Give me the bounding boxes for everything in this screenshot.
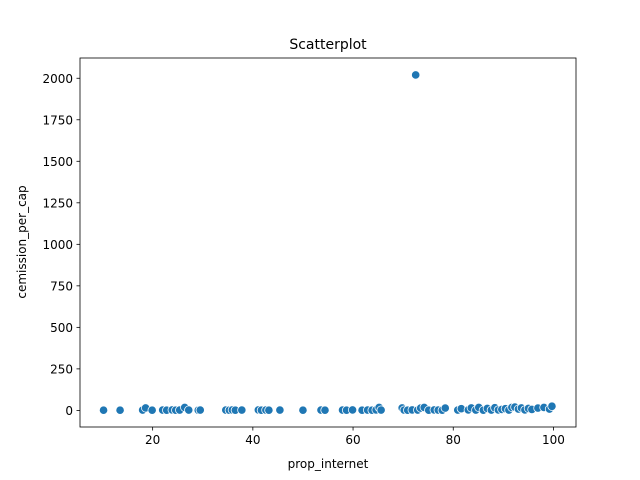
- data-point: [147, 405, 157, 415]
- x-axis-label: prop_internet: [288, 457, 369, 471]
- data-point: [237, 405, 247, 415]
- x-tick-label: 80: [446, 433, 461, 447]
- x-tick-label: 20: [145, 433, 160, 447]
- y-tick-label: 1750: [42, 113, 73, 127]
- data-point: [275, 405, 285, 415]
- y-tick-label: 250: [50, 362, 73, 376]
- chart-title: Scatterplot: [289, 37, 367, 53]
- data-point: [320, 405, 330, 415]
- y-tick-label: 2000: [42, 72, 73, 86]
- data-point: [347, 405, 358, 415]
- plot-frame: [79, 57, 577, 428]
- data-point: [98, 405, 109, 415]
- data-point: [411, 70, 421, 80]
- x-tick-label: 60: [345, 433, 360, 447]
- y-tick-label: 500: [50, 321, 73, 335]
- x-axis-ticks: 20 40 60 80 100: [145, 427, 565, 447]
- data-point: [376, 405, 386, 415]
- y-tick-label: 0: [65, 404, 73, 418]
- y-axis-ticks: 0 250 500 750 1000 1250 1500 1750 2000: [42, 72, 80, 418]
- y-axis-label: cemission_per_cap: [15, 185, 29, 298]
- data-point: [547, 401, 557, 411]
- y-tick-label: 1250: [42, 196, 73, 210]
- data-point: [440, 403, 450, 413]
- x-tick-label: 100: [542, 433, 565, 447]
- y-tick-label: 750: [50, 279, 73, 293]
- data-point: [115, 405, 125, 415]
- data-points: [98, 70, 557, 415]
- data-point: [184, 405, 194, 415]
- x-tick-label: 40: [245, 433, 260, 447]
- data-point: [298, 405, 308, 415]
- y-tick-label: 1000: [42, 238, 73, 252]
- y-tick-label: 1500: [42, 155, 73, 169]
- data-point: [195, 405, 205, 415]
- data-point: [264, 405, 274, 415]
